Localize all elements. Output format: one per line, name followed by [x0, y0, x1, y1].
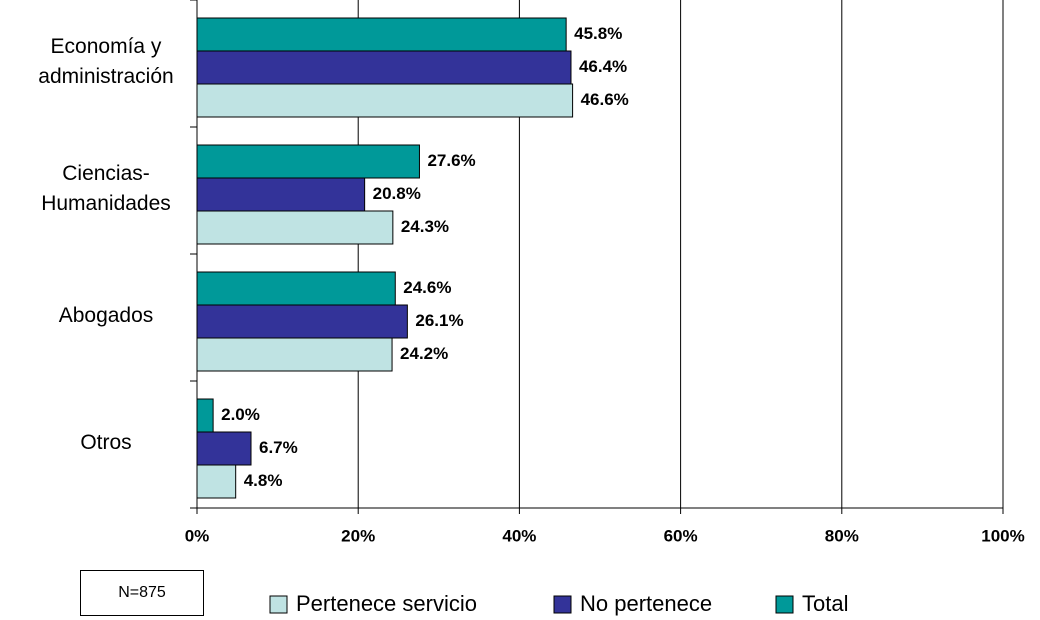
bar: [196, 50, 572, 85]
x-tick-label: 80%: [825, 526, 859, 545]
x-tick-label: 20%: [341, 526, 375, 545]
bar: [196, 431, 252, 466]
y-tick-label: Ciencias-Humanidades: [41, 161, 171, 215]
annotation: N=875: [80, 570, 204, 616]
value-label: 2.0%: [221, 405, 260, 424]
y-tick-label: Otros: [80, 430, 132, 454]
bar: [196, 337, 393, 372]
y-tick-label: Abogados: [58, 303, 154, 327]
bar: [196, 144, 420, 179]
x-tick-label: 60%: [664, 526, 698, 545]
bar: [196, 464, 237, 499]
x-tick-label: 100%: [981, 526, 1024, 545]
x-tick-label: 0%: [185, 526, 210, 545]
x-tick-label: 40%: [502, 526, 536, 545]
bar: [196, 271, 396, 306]
value-label: 24.2%: [400, 344, 448, 363]
value-label: 6.7%: [259, 438, 298, 457]
legend-label: Pertenece servicio: [296, 591, 477, 616]
bar: [196, 17, 567, 52]
bar: [196, 398, 214, 433]
value-label: 46.6%: [581, 90, 629, 109]
value-label: 46.4%: [579, 57, 627, 76]
legend-label: Total: [802, 591, 848, 616]
value-label: 20.8%: [373, 184, 421, 203]
legend-swatch: [775, 595, 794, 614]
bar: [196, 177, 366, 212]
legend-swatch: [269, 595, 288, 614]
legend-swatch: [553, 595, 572, 614]
value-label: 26.1%: [415, 311, 463, 330]
value-label: 24.3%: [401, 217, 449, 236]
value-label: 24.6%: [403, 278, 451, 297]
value-label: 4.8%: [244, 471, 283, 490]
y-tick-label: Economía y administración: [38, 34, 174, 88]
value-label: 45.8%: [574, 24, 622, 43]
bar: [196, 210, 394, 245]
bar: [196, 83, 574, 118]
bar: [196, 304, 408, 339]
value-label: 27.6%: [427, 151, 475, 170]
legend-label: No pertenece: [580, 591, 712, 616]
